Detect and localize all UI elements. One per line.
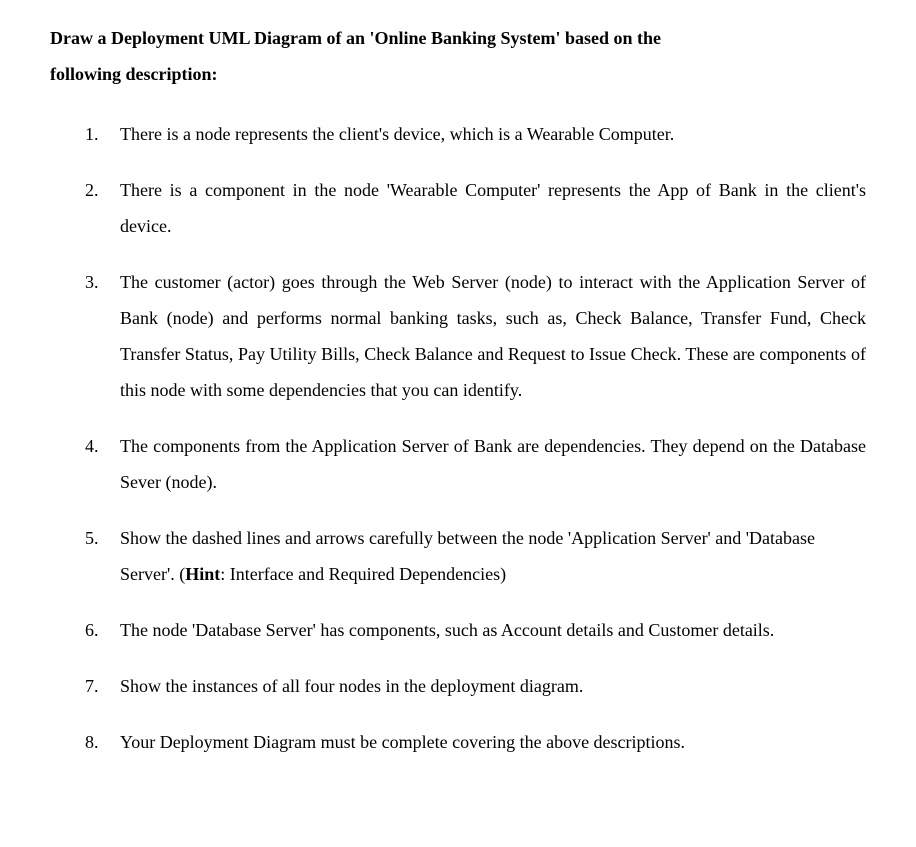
list-item: 8. Your Deployment Diagram must be compl… — [85, 724, 866, 760]
item-number: 7. — [85, 668, 120, 704]
list-item: 1. There is a node represents the client… — [85, 116, 866, 152]
item-text: There is a component in the node 'Wearab… — [120, 172, 866, 244]
item-text: There is a node represents the client's … — [120, 116, 866, 152]
list-item: 7. Show the instances of all four nodes … — [85, 668, 866, 704]
title-line-2: following description: — [50, 64, 218, 84]
list-item: 6. The node 'Database Server' has compon… — [85, 612, 866, 648]
requirements-list: 1. There is a node represents the client… — [50, 116, 866, 760]
item-number: 5. — [85, 520, 120, 592]
item-text: Show the dashed lines and arrows careful… — [120, 520, 866, 592]
item-text: Show the instances of all four nodes in … — [120, 668, 866, 704]
list-item: 4. The components from the Application S… — [85, 428, 866, 500]
list-item: 5. Show the dashed lines and arrows care… — [85, 520, 866, 592]
item-number: 2. — [85, 172, 120, 244]
item-number: 1. — [85, 116, 120, 152]
item-number: 6. — [85, 612, 120, 648]
item-text: The components from the Application Serv… — [120, 428, 866, 500]
item-number: 8. — [85, 724, 120, 760]
item-text: Your Deployment Diagram must be complete… — [120, 724, 866, 760]
item-number: 4. — [85, 428, 120, 500]
item-text: The node 'Database Server' has component… — [120, 612, 866, 648]
document-title: Draw a Deployment UML Diagram of an 'Onl… — [50, 20, 866, 92]
title-line-1: Draw a Deployment UML Diagram of an 'Onl… — [50, 28, 661, 48]
item-text: The customer (actor) goes through the We… — [120, 264, 866, 408]
item-text-after-hint: : Interface and Required Dependencies) — [220, 564, 506, 584]
list-item: 3. The customer (actor) goes through the… — [85, 264, 866, 408]
item-number: 3. — [85, 264, 120, 408]
hint-label: Hint — [185, 564, 220, 584]
list-item: 2. There is a component in the node 'Wea… — [85, 172, 866, 244]
